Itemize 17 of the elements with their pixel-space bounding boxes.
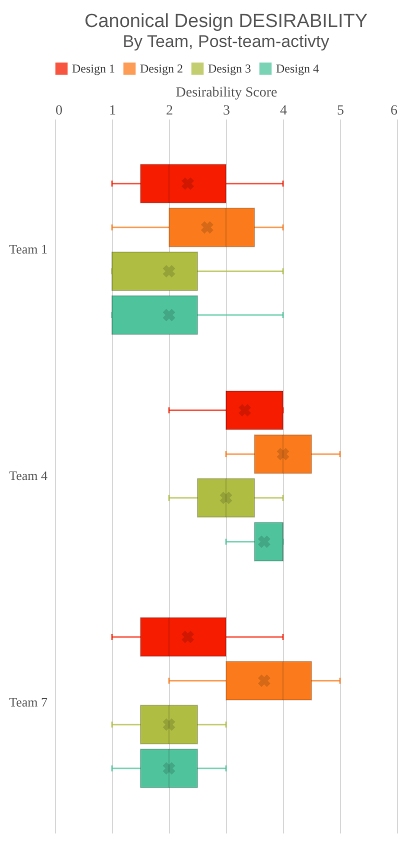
x-tick-label: 1	[109, 104, 116, 118]
x-tick-label: 3	[223, 104, 230, 118]
y-tick-label: Team 4	[9, 468, 48, 483]
x-tick-label: 5	[337, 104, 344, 118]
legend-label: Design 4	[276, 62, 319, 76]
legend-label: Design 3	[208, 62, 251, 76]
legend-label: Design 1	[72, 62, 115, 76]
chart-title: Canonical Design DESIRABILITY	[84, 11, 368, 32]
legend-label: Design 2	[140, 62, 183, 76]
y-tick-label: Team 1	[9, 241, 48, 256]
x-tick-label: 6	[390, 104, 398, 118]
chart-subtitle: By Team, Post-team-activty	[122, 32, 330, 51]
x-axis-title: Desirability Score	[176, 86, 278, 100]
x-tick-label: 2	[166, 104, 173, 118]
x-tick-label: 0	[56, 104, 62, 118]
y-tick-label: Team 7	[9, 694, 48, 710]
x-tick-label: 4	[280, 104, 287, 118]
